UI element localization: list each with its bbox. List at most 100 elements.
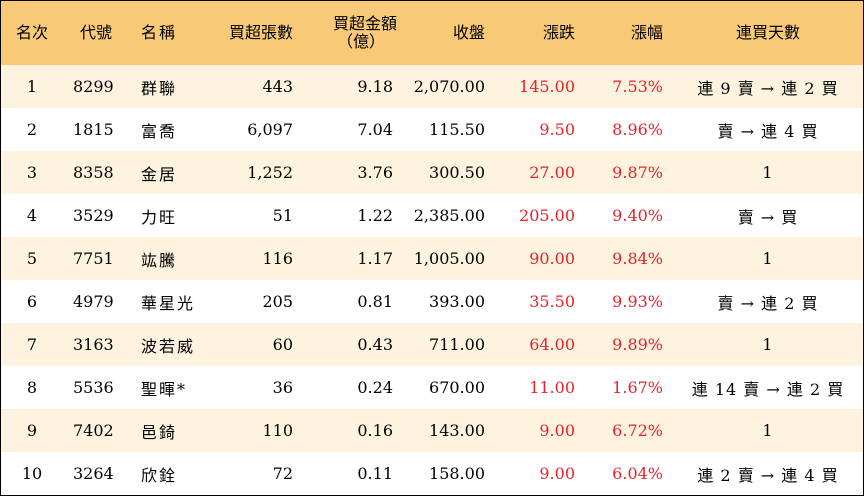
cell-net-amount: 7.04	[357, 120, 393, 139]
cell-net-shares: 36	[272, 378, 293, 397]
table-row: 5 7751 竑騰 116 1.17 1,005.00 90.00 9.84% 1	[1, 237, 863, 280]
cell-change: 11.00	[529, 378, 575, 397]
cell-change: 35.50	[529, 292, 575, 311]
cell-close: 143.00	[429, 421, 485, 440]
cell-name: 聖暉*	[141, 379, 188, 399]
cell-change-pct: 1.67%	[612, 378, 663, 397]
cell-code: 3529	[73, 206, 114, 225]
cell-net-amount: 3.76	[357, 163, 393, 182]
cell-net-shares: 51	[272, 206, 293, 225]
cell-net-shares: 1,252	[247, 163, 293, 182]
table-row: 4 3529 力旺 51 1.22 2,385.00 205.00 9.40% 賣 → 買	[1, 194, 863, 237]
cell-change: 90.00	[529, 249, 575, 268]
cell-name: 金居	[141, 164, 178, 184]
cell-net-amount: 0.43	[357, 335, 393, 354]
header-net-amount-line1: 買超金額	[332, 14, 397, 33]
cell-code: 1815	[73, 120, 114, 139]
cell-net-shares: 60	[272, 335, 293, 354]
cell-name: 竑騰	[141, 250, 178, 270]
cell-net-amount: 0.11	[357, 464, 393, 483]
cell-change: 145.00	[519, 77, 575, 96]
table-row: 8 5536 聖暉* 36 0.24 670.00 11.00 1.67% 連 14 賣 → 連…	[1, 366, 863, 409]
table-row: 10 3264 欣銓 72 0.11 158.00 9.00 6.04% 連 2 賣 → 連 4…	[1, 452, 863, 495]
cell-net-amount: 0.24	[357, 378, 393, 397]
cell-change-pct: 7.53%	[612, 77, 663, 96]
cell-streak: 1	[762, 335, 774, 354]
cell-streak: 連 2 賣 → 連 4 買	[697, 465, 839, 485]
cell-change-pct: 9.93%	[612, 292, 663, 311]
cell-code: 8358	[73, 163, 114, 182]
cell-rank: 8	[26, 378, 38, 397]
cell-name: 群聯	[141, 78, 178, 98]
cell-net-shares: 443	[262, 77, 293, 96]
cell-change: 9.00	[539, 421, 575, 440]
header-streak: 連買天數	[735, 23, 800, 42]
cell-code: 4979	[73, 292, 114, 311]
cell-net-shares: 110	[262, 421, 293, 440]
cell-close: 2,070.00	[413, 77, 485, 96]
cell-net-amount: 9.18	[357, 77, 393, 96]
header-rank: 名次	[15, 23, 48, 42]
cell-change-pct: 9.84%	[612, 249, 663, 268]
cell-change: 9.50	[539, 120, 575, 139]
header-name: 名稱	[141, 23, 178, 42]
cell-close: 711.00	[429, 335, 485, 354]
cell-change-pct: 6.72%	[612, 421, 663, 440]
cell-streak: 賣 → 連 2 買	[717, 293, 819, 313]
cell-net-shares: 205	[262, 292, 293, 311]
cell-name: 富喬	[141, 121, 178, 141]
table-row: 1 8299 群聯 443 9.18 2,070.00 145.00 7.53% 連 9 賣 →…	[1, 65, 863, 108]
cell-net-amount: 1.22	[357, 206, 393, 225]
cell-streak: 連 14 賣 → 連 2 買	[691, 379, 845, 399]
header-net-amount-unit: （億）	[336, 32, 385, 51]
header-row: 名次 代號 名稱 買超張數 買超金額 （億） 收盤 漲跌 漲幅 連買天數	[1, 1, 863, 65]
cell-close: 158.00	[429, 464, 485, 483]
cell-change-pct: 9.89%	[612, 335, 663, 354]
cell-close: 670.00	[429, 378, 485, 397]
cell-streak: 1	[762, 163, 774, 182]
table-row: 9 7402 邑錡 110 0.16 143.00 9.00 6.72% 1	[1, 409, 863, 452]
cell-rank: 6	[26, 292, 38, 311]
cell-streak: 賣 → 連 4 買	[717, 121, 819, 141]
cell-net-shares: 72	[272, 464, 293, 483]
cell-rank: 1	[26, 77, 38, 96]
header-change-pct: 漲幅	[630, 23, 663, 42]
header-change: 漲跌	[542, 23, 575, 42]
cell-code: 7402	[73, 421, 114, 440]
table-row: 6 4979 華星光 205 0.81 393.00 35.50 9.93% 賣 → 連 2 買	[1, 280, 863, 323]
cell-change: 64.00	[529, 335, 575, 354]
cell-net-amount: 0.16	[357, 421, 393, 440]
cell-code: 8299	[73, 77, 114, 96]
cell-close: 1,005.00	[413, 249, 485, 268]
cell-code: 3264	[73, 464, 114, 483]
cell-net-amount: 0.81	[357, 292, 393, 311]
table-row: 3 8358 金居 1,252 3.76 300.50 27.00 9.87% 1	[1, 151, 863, 194]
cell-code: 5536	[73, 378, 114, 397]
cell-rank: 9	[26, 421, 38, 440]
cell-change-pct: 8.96%	[612, 120, 663, 139]
cell-name: 力旺	[141, 207, 178, 227]
cell-close: 115.50	[429, 120, 485, 139]
cell-change: 9.00	[539, 464, 575, 483]
cell-close: 393.00	[429, 292, 485, 311]
cell-rank: 3	[26, 163, 38, 182]
table-row: 7 3163 波若威 60 0.43 711.00 64.00 9.89% 1	[1, 323, 863, 366]
cell-rank: 10	[21, 464, 43, 483]
cell-change-pct: 9.40%	[612, 206, 663, 225]
cell-rank: 2	[26, 120, 38, 139]
header-net-amount: 買超金額 （億）	[303, 1, 403, 65]
cell-code: 3163	[73, 335, 114, 354]
cell-streak: 連 9 賣 → 連 2 買	[697, 78, 839, 98]
cell-streak: 1	[762, 249, 774, 268]
table-body: 1 8299 群聯 443 9.18 2,070.00 145.00 7.53% 連 9 賣 →…	[1, 65, 863, 495]
cell-rank: 5	[26, 249, 38, 268]
cell-code: 7751	[73, 249, 114, 268]
cell-change: 205.00	[519, 206, 575, 225]
cell-close: 300.50	[429, 163, 485, 182]
cell-rank: 4	[26, 206, 38, 225]
cell-name: 欣銓	[141, 465, 178, 485]
cell-net-amount: 1.17	[357, 249, 393, 268]
table-row: 2 1815 富喬 6,097 7.04 115.50 9.50 8.96% 賣 → 連 4 買	[1, 108, 863, 151]
cell-name: 波若威	[141, 336, 196, 356]
